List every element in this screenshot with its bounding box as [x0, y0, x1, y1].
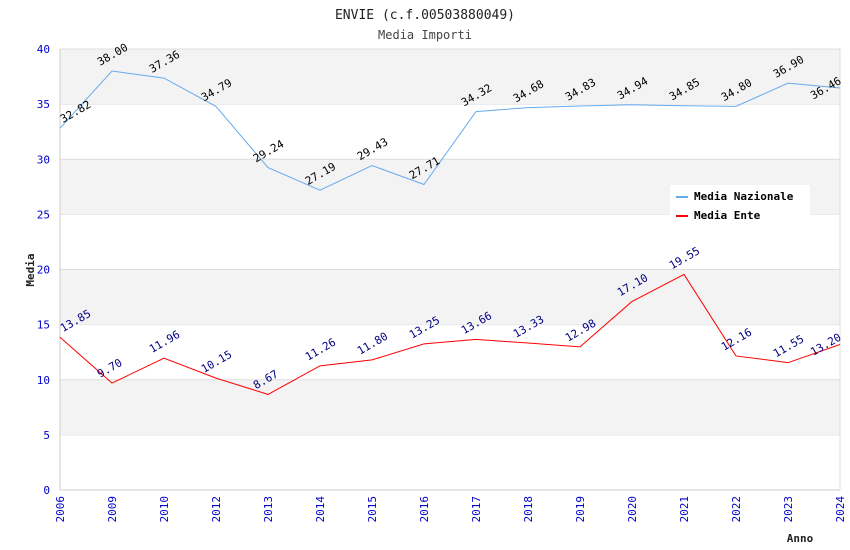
x-tick-label: 2020 — [626, 496, 639, 523]
grid-band — [60, 379, 840, 435]
x-tick-label: 2021 — [678, 496, 691, 523]
grid-band — [60, 269, 840, 325]
data-label: 11.55 — [771, 332, 806, 360]
x-tick-label: 2023 — [782, 496, 795, 523]
chart-subtitle: Media Importi — [378, 28, 472, 42]
data-label: 9.70 — [95, 356, 124, 381]
x-tick-label: 2013 — [262, 496, 275, 523]
series-line-ente — [59, 273, 841, 395]
series-line-nazionale — [59, 70, 841, 191]
x-tick-label: 2012 — [210, 496, 223, 523]
x-tick-label: 2010 — [158, 496, 171, 523]
data-label: 11.96 — [147, 328, 182, 356]
x-tick-label: 2009 — [106, 496, 119, 523]
data-label: 11.26 — [303, 336, 338, 364]
x-tick-label: 2022 — [730, 496, 743, 523]
y-tick-label: 20 — [37, 264, 50, 277]
grid-band — [60, 49, 840, 105]
data-label: 10.15 — [199, 348, 234, 376]
x-tick-label: 2024 — [834, 496, 847, 523]
legend: Media Nazionale Media Ente — [670, 185, 810, 227]
y-tick-label: 25 — [37, 208, 50, 221]
y-axis-label: Media — [24, 253, 37, 286]
x-tick-label: 2015 — [366, 496, 379, 523]
x-tick-label: 2018 — [522, 496, 535, 523]
data-label: 11.80 — [355, 330, 390, 358]
chart-title: ENVIE (c.f.00503880049) — [335, 8, 515, 23]
y-tick-label: 0 — [43, 484, 50, 497]
data-label: 13.20 — [808, 331, 843, 359]
y-tick-label: 15 — [37, 319, 50, 332]
y-tick-label: 10 — [37, 374, 50, 387]
legend-label-ente: Media Ente — [694, 209, 761, 222]
legend-label-nazionale: Media Nazionale — [694, 190, 794, 203]
x-tick-label: 2019 — [574, 496, 587, 523]
x-axis-label: Anno — [787, 532, 814, 545]
x-tick-label: 2017 — [470, 496, 483, 523]
x-tick-label: 2006 — [54, 496, 67, 523]
y-tick-label: 30 — [37, 153, 50, 166]
data-label: 12.16 — [719, 326, 754, 354]
y-tick-label: 5 — [43, 429, 50, 442]
x-tick-label: 2016 — [418, 496, 431, 523]
data-label: 19.55 — [667, 244, 702, 272]
y-tick-label: 35 — [37, 98, 50, 111]
x-tick-label: 2014 — [314, 496, 327, 523]
y-tick-label: 40 — [37, 43, 50, 56]
